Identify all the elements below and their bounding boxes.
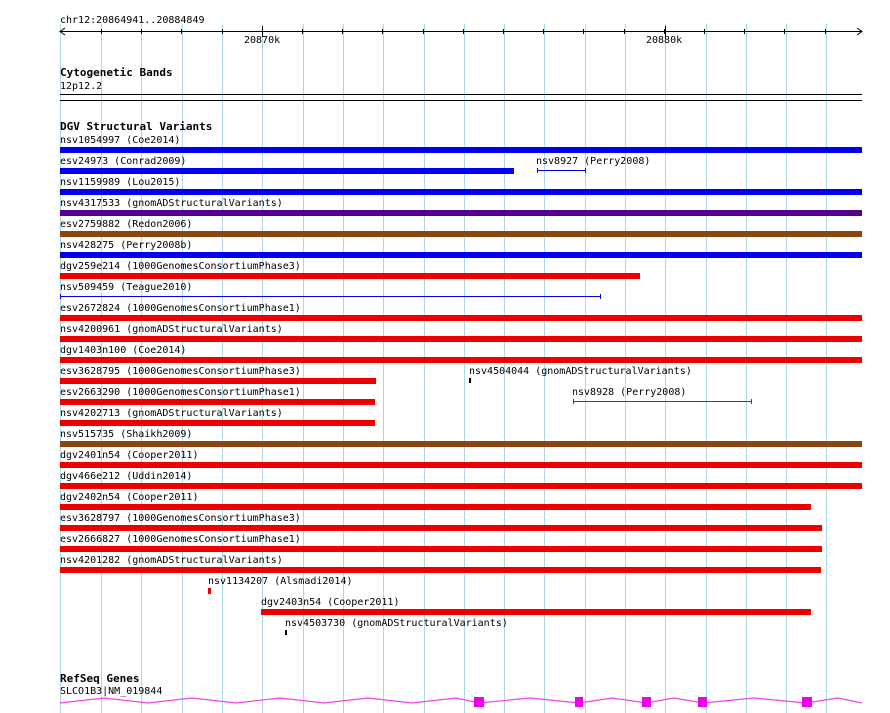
dgv-feature-label[interactable]: dgv2402n54 (Cooper2011) [60, 492, 199, 503]
dgv-feature-label[interactable]: dgv1403n100 (Coe2014) [60, 345, 187, 356]
cytoband-label[interactable]: 12p12.2 [60, 81, 103, 92]
dgv-feature-label[interactable]: esv2759882 (Redon2006) [60, 219, 193, 230]
ruler-tick-label: 20880k [646, 35, 683, 46]
dgv-feature-bar [60, 252, 862, 258]
dgv-feature-bar [60, 462, 862, 468]
dgv-feature-label[interactable]: nsv4317533 (gnomADStructuralVariants) [60, 198, 283, 209]
dgv-feature-label[interactable]: nsv4503730 (gnomADStructuralVariants) [285, 618, 508, 629]
dgv-feature-bar [60, 189, 862, 195]
dgv-feature-label[interactable]: esv3628797 (1000GenomesConsortiumPhase3) [60, 513, 301, 524]
gene-exon [474, 697, 484, 707]
track-title-dgv: DGV Structural Variants [60, 120, 213, 133]
dgv-feature-bar [60, 546, 822, 552]
dgv-feature-label[interactable]: nsv4200961 (gnomADStructuralVariants) [60, 324, 283, 335]
dgv-feature-bar [60, 420, 375, 426]
dgv-feature-label[interactable]: dgv466e212 (Uddin2014) [60, 471, 193, 482]
gene-intron-line [59, 697, 863, 704]
gene-label[interactable]: SLCO1B3|NM_019844 [60, 686, 163, 697]
dgv-feature-bar [60, 483, 862, 489]
dgv-feature-bar [60, 567, 821, 573]
dgv-feature-bar [60, 357, 862, 363]
dgv-feature-bar [285, 630, 287, 635]
gene-exon [698, 697, 707, 707]
dgv-feature-bar [60, 378, 376, 384]
dgv-feature-label[interactable]: esv24973 (Conrad2009) [60, 156, 187, 167]
dgv-feature-label[interactable]: nsv8928 (Perry2008) [572, 387, 687, 398]
ruler-arrow-left [59, 27, 66, 36]
dgv-feature-label[interactable]: nsv4202713 (gnomADStructuralVariants) [60, 408, 283, 419]
dgv-feature-bar [261, 609, 811, 615]
dgv-feature-bar [60, 399, 375, 405]
dgv-feature-label[interactable]: nsv8927 (Perry2008) [536, 156, 651, 167]
dgv-feature-bar [60, 525, 822, 531]
gene-exon [575, 697, 583, 707]
dgv-feature-label[interactable]: esv2666827 (1000GenomesConsortiumPhase1) [60, 534, 301, 545]
track-title-cytogenetic: Cytogenetic Bands [60, 66, 173, 79]
dgv-feature-bar [60, 147, 862, 153]
dgv-feature-bar [469, 378, 471, 383]
dgv-feature-bar [60, 273, 640, 279]
location-label: chr12:20864941..20884849 [60, 15, 205, 26]
dgv-feature-bar [60, 336, 862, 342]
gene-exon [642, 697, 651, 707]
dgv-feature-label[interactable]: esv2663290 (1000GenomesConsortiumPhase1) [60, 387, 301, 398]
track-title-refseq: RefSeq Genes [60, 672, 140, 685]
dgv-feature-bar [208, 588, 211, 594]
dgv-feature-label[interactable]: nsv515735 (Shaikh2009) [60, 429, 193, 440]
dgv-feature-label[interactable]: esv3628795 (1000GenomesConsortiumPhase3) [60, 366, 301, 377]
dgv-feature-label[interactable]: nsv509459 (Teague2010) [60, 282, 193, 293]
dgv-feature-label[interactable]: nsv1134207 (Alsmadi2014) [208, 576, 353, 587]
dgv-feature-bar [60, 315, 862, 321]
ruler-tick-label: 20870k [244, 35, 281, 46]
dgv-feature-bar [60, 168, 514, 174]
dgv-feature-bar [60, 231, 862, 237]
dgv-feature-label[interactable]: nsv4201282 (gnomADStructuralVariants) [60, 555, 283, 566]
dgv-feature-label[interactable]: nsv428275 (Perry2008b) [60, 240, 193, 251]
dgv-feature-bar [60, 441, 862, 447]
dgv-feature-bar [60, 504, 811, 510]
dgv-feature-label[interactable]: nsv4504044 (gnomADStructuralVariants) [469, 366, 692, 377]
dgv-feature-label[interactable]: nsv1054997 (Coe2014) [60, 135, 181, 146]
gene-exon [802, 697, 812, 707]
dgv-feature-bar [60, 210, 862, 216]
ruler-arrow-right [856, 27, 863, 36]
dgv-feature-label[interactable]: dgv259e214 (1000GenomesConsortiumPhase3) [60, 261, 301, 272]
dgv-feature-label[interactable]: esv2672824 (1000GenomesConsortiumPhase1) [60, 303, 301, 314]
dgv-feature-label[interactable]: nsv1159989 (Lou2015) [60, 177, 181, 188]
dgv-feature-label[interactable]: dgv2403n54 (Cooper2011) [261, 597, 400, 608]
dgv-feature-label[interactable]: dgv2401n54 (Cooper2011) [60, 450, 199, 461]
